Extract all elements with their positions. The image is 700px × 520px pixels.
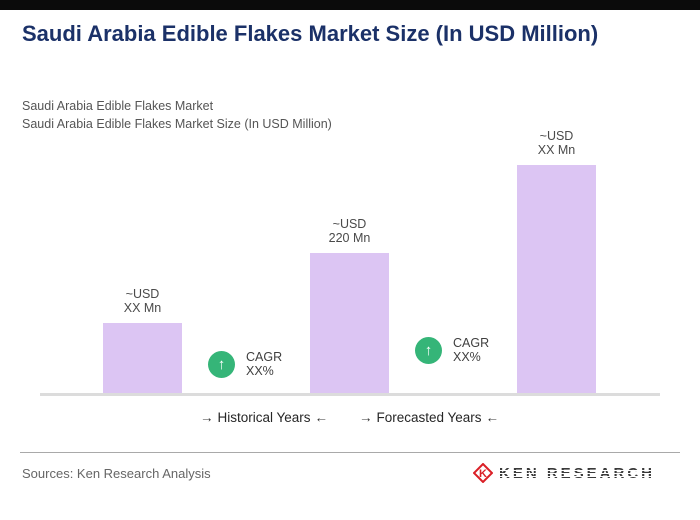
bar-value-line2: 220 Mn: [328, 231, 371, 245]
bar: [517, 165, 596, 394]
left-arrow-icon: ←: [485, 410, 500, 425]
footer-divider: [20, 452, 680, 453]
bar-group-historical-start: ~USD XX Mn: [103, 287, 182, 394]
ken-research-logo: K KEN RESEARCH: [472, 463, 655, 483]
bar-value-line2: XX Mn: [123, 301, 162, 315]
chart-subtitle-2: Saudi Arabia Edible Flakes Market Size (…: [22, 117, 332, 131]
svg-text:K: K: [479, 468, 487, 480]
bar-value-line1: ~USD: [539, 129, 574, 143]
bar-value-label: ~USD XX Mn: [482, 129, 632, 157]
bar-value-line1: ~USD: [332, 217, 367, 231]
forecasted-years-label: → Forecasted Years ←: [329, 410, 529, 425]
bar: [103, 323, 182, 394]
ken-research-logo-text: KEN RESEARCH: [498, 464, 655, 482]
chart-subtitle-1: Saudi Arabia Edible Flakes Market: [22, 99, 214, 113]
cagr-line2: XX%: [453, 350, 481, 364]
period-text: Historical Years: [217, 410, 311, 425]
cagr-line1: CAGR: [453, 336, 490, 350]
growth-up-arrow-icon: ↑: [415, 336, 442, 364]
cagr-label: CAGR XX%: [246, 350, 282, 378]
ken-research-k-icon: K: [472, 463, 493, 483]
sources-text: Sources: Ken Research Analysis: [22, 466, 211, 481]
x-axis-baseline: [40, 393, 660, 396]
top-black-bar: [0, 0, 700, 10]
cagr-label: CAGR XX%: [453, 336, 489, 364]
historical-years-label: → Historical Years ←: [164, 410, 364, 425]
bar: [310, 253, 389, 394]
growth-up-arrow-icon: ↑: [208, 350, 235, 378]
bar-group-base-year: ~USD 220 Mn: [310, 217, 389, 394]
bar-value-label: ~USD XX Mn: [68, 287, 218, 315]
right-arrow-icon: →: [199, 410, 214, 425]
cagr-badge-historical: ↑ CAGR XX%: [208, 350, 282, 378]
cagr-line2: XX%: [246, 364, 274, 378]
cagr-badge-forecast: ↑ CAGR XX%: [415, 336, 489, 364]
cagr-line1: CAGR: [246, 350, 283, 364]
bar-group-forecast-end: ~USD XX Mn: [517, 129, 596, 394]
period-text: Forecasted Years: [376, 410, 482, 425]
bar-value-line1: ~USD: [125, 287, 160, 301]
right-arrow-icon: →: [358, 410, 373, 425]
logo-wordmark: KEN RESEARCH: [498, 464, 655, 482]
page-title: Saudi Arabia Edible Flakes Market Size (…: [22, 21, 599, 46]
left-arrow-icon: ←: [314, 410, 329, 425]
bar-value-label: ~USD 220 Mn: [275, 217, 425, 245]
bar-value-line2: XX Mn: [537, 143, 576, 157]
